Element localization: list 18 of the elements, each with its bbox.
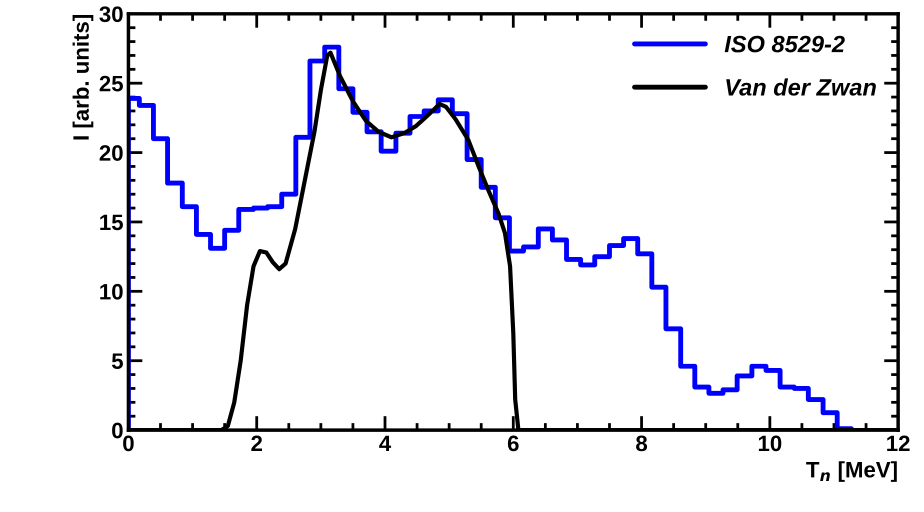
y-tick-label: 25 (100, 76, 123, 92)
legend-label: ISO 8529-2 (724, 36, 845, 52)
x-tick-label: 6 (508, 436, 519, 452)
x-tick-label: 2 (251, 436, 262, 452)
y-tick-label: 10 (100, 284, 123, 300)
x-tick-label: 8 (636, 436, 648, 452)
y-tick-label: 0 (112, 422, 123, 438)
y-tick-label: 30 (99, 6, 123, 22)
y-axis-title: I [arb. units] (72, 15, 94, 140)
legend-label: Van der Zwan (726, 78, 876, 96)
y-tick-label: 20 (100, 145, 123, 161)
x-tick-label: 4 (379, 436, 392, 452)
x-axis-title: T$_{n}$ [MeV] (806, 461, 897, 482)
x-tick-label: 10 (758, 436, 782, 452)
y-tick-label: 5 (112, 353, 123, 369)
y-tick-label: 15 (100, 214, 123, 230)
x-tick-label: 12 (887, 436, 910, 452)
x-tick-label: 0 (123, 436, 134, 452)
